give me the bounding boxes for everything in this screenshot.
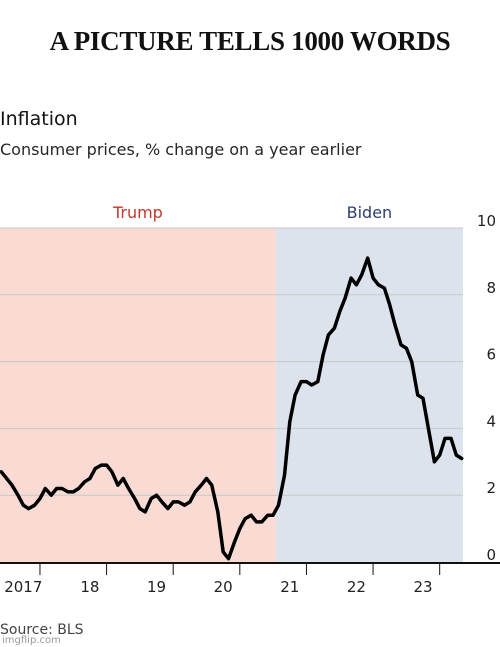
period-label-trump: Trump [112,203,163,222]
series-line-cpi [0,256,464,561]
chart-subtitle: Consumer prices, % change on a year earl… [0,140,362,159]
x-tick-label: 18 [80,578,99,596]
period-label-biden: Biden [347,203,393,222]
x-tick-label: 2017 [4,578,42,596]
y-tick-label: 4 [486,412,496,430]
period-band-biden [275,228,463,562]
watermark: imgflip.com [2,635,61,646]
y-tick-label: 6 [486,346,496,364]
x-tick-label: 20 [214,578,233,596]
meme-title: A PICTURE TELLS 1000 WORDS [49,26,451,56]
x-tick-label: 19 [147,578,166,596]
x-tick-label: 23 [413,578,432,596]
period-band-trump [0,228,276,562]
source-note: Source: BLS [0,622,84,638]
y-tick-label: 0 [486,546,496,564]
y-tick-label: 10 [477,212,496,230]
chart-title: Inflation [0,108,78,130]
x-tick-label: 21 [280,578,299,596]
y-tick-label: 2 [486,479,496,497]
x-tick-label: 22 [347,578,366,596]
y-tick-label: 8 [486,279,496,297]
